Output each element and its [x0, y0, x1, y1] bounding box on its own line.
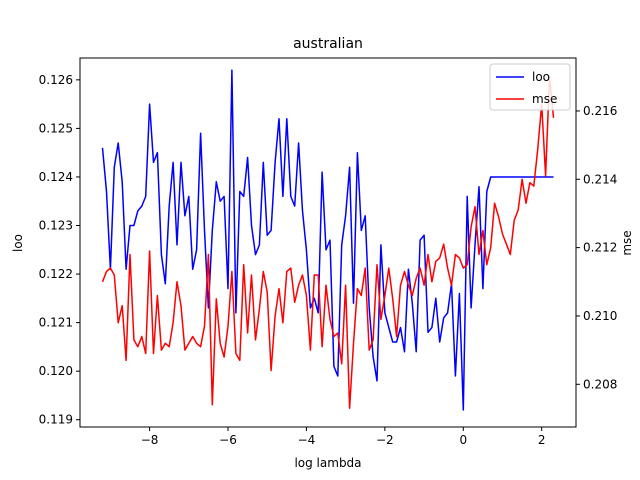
x-axis-label: log lambda [294, 456, 361, 470]
y-left-tick-label: 0.120 [39, 364, 73, 378]
x-axis-ticks: −8 −6 −4 −2 0 2 [141, 427, 546, 447]
y-right-tick-label: 0.212 [583, 241, 617, 255]
x-tick-label: −8 [141, 433, 159, 447]
y-left-tick-label: 0.119 [39, 413, 73, 427]
y-left-tick-label: 0.122 [39, 267, 73, 281]
y-right-axis-ticks: 0.208 0.210 0.212 0.214 0.216 [576, 104, 617, 391]
plot-frame [79, 57, 577, 428]
y-right-tick-label: 0.208 [583, 377, 617, 391]
legend: loo mse [489, 63, 571, 111]
x-tick-label: −2 [376, 433, 394, 447]
y-right-tick-label: 0.210 [583, 309, 617, 323]
plot-lines [101, 69, 555, 411]
legend-label-loo: loo [532, 70, 550, 84]
y-right-tick-label: 0.214 [583, 172, 617, 186]
y-left-tick-label: 0.126 [39, 73, 73, 87]
x-tick-label: −6 [219, 433, 237, 447]
y-left-tick-label: 0.121 [39, 316, 73, 330]
y-left-tick-label: 0.125 [39, 121, 73, 135]
legend-label-mse: mse [532, 92, 557, 106]
y-left-axis-ticks: 0.119 0.120 0.121 0.122 0.123 0.124 0.125 0.126 [39, 73, 80, 427]
y-left-axis-label: loo [11, 234, 25, 252]
y-right-axis-label: mse [620, 230, 634, 255]
y-left-tick-label: 0.124 [39, 170, 73, 184]
y-right-tick-label: 0.216 [583, 104, 617, 118]
chart-title: australian [293, 36, 363, 52]
y-left-tick-label: 0.123 [39, 219, 73, 233]
x-tick-label: 2 [538, 433, 546, 447]
x-tick-label: −4 [298, 433, 316, 447]
series-line-mse [101, 76, 555, 409]
x-tick-label: 0 [459, 433, 467, 447]
series-line-loo [101, 69, 554, 411]
legend-box [489, 63, 571, 111]
